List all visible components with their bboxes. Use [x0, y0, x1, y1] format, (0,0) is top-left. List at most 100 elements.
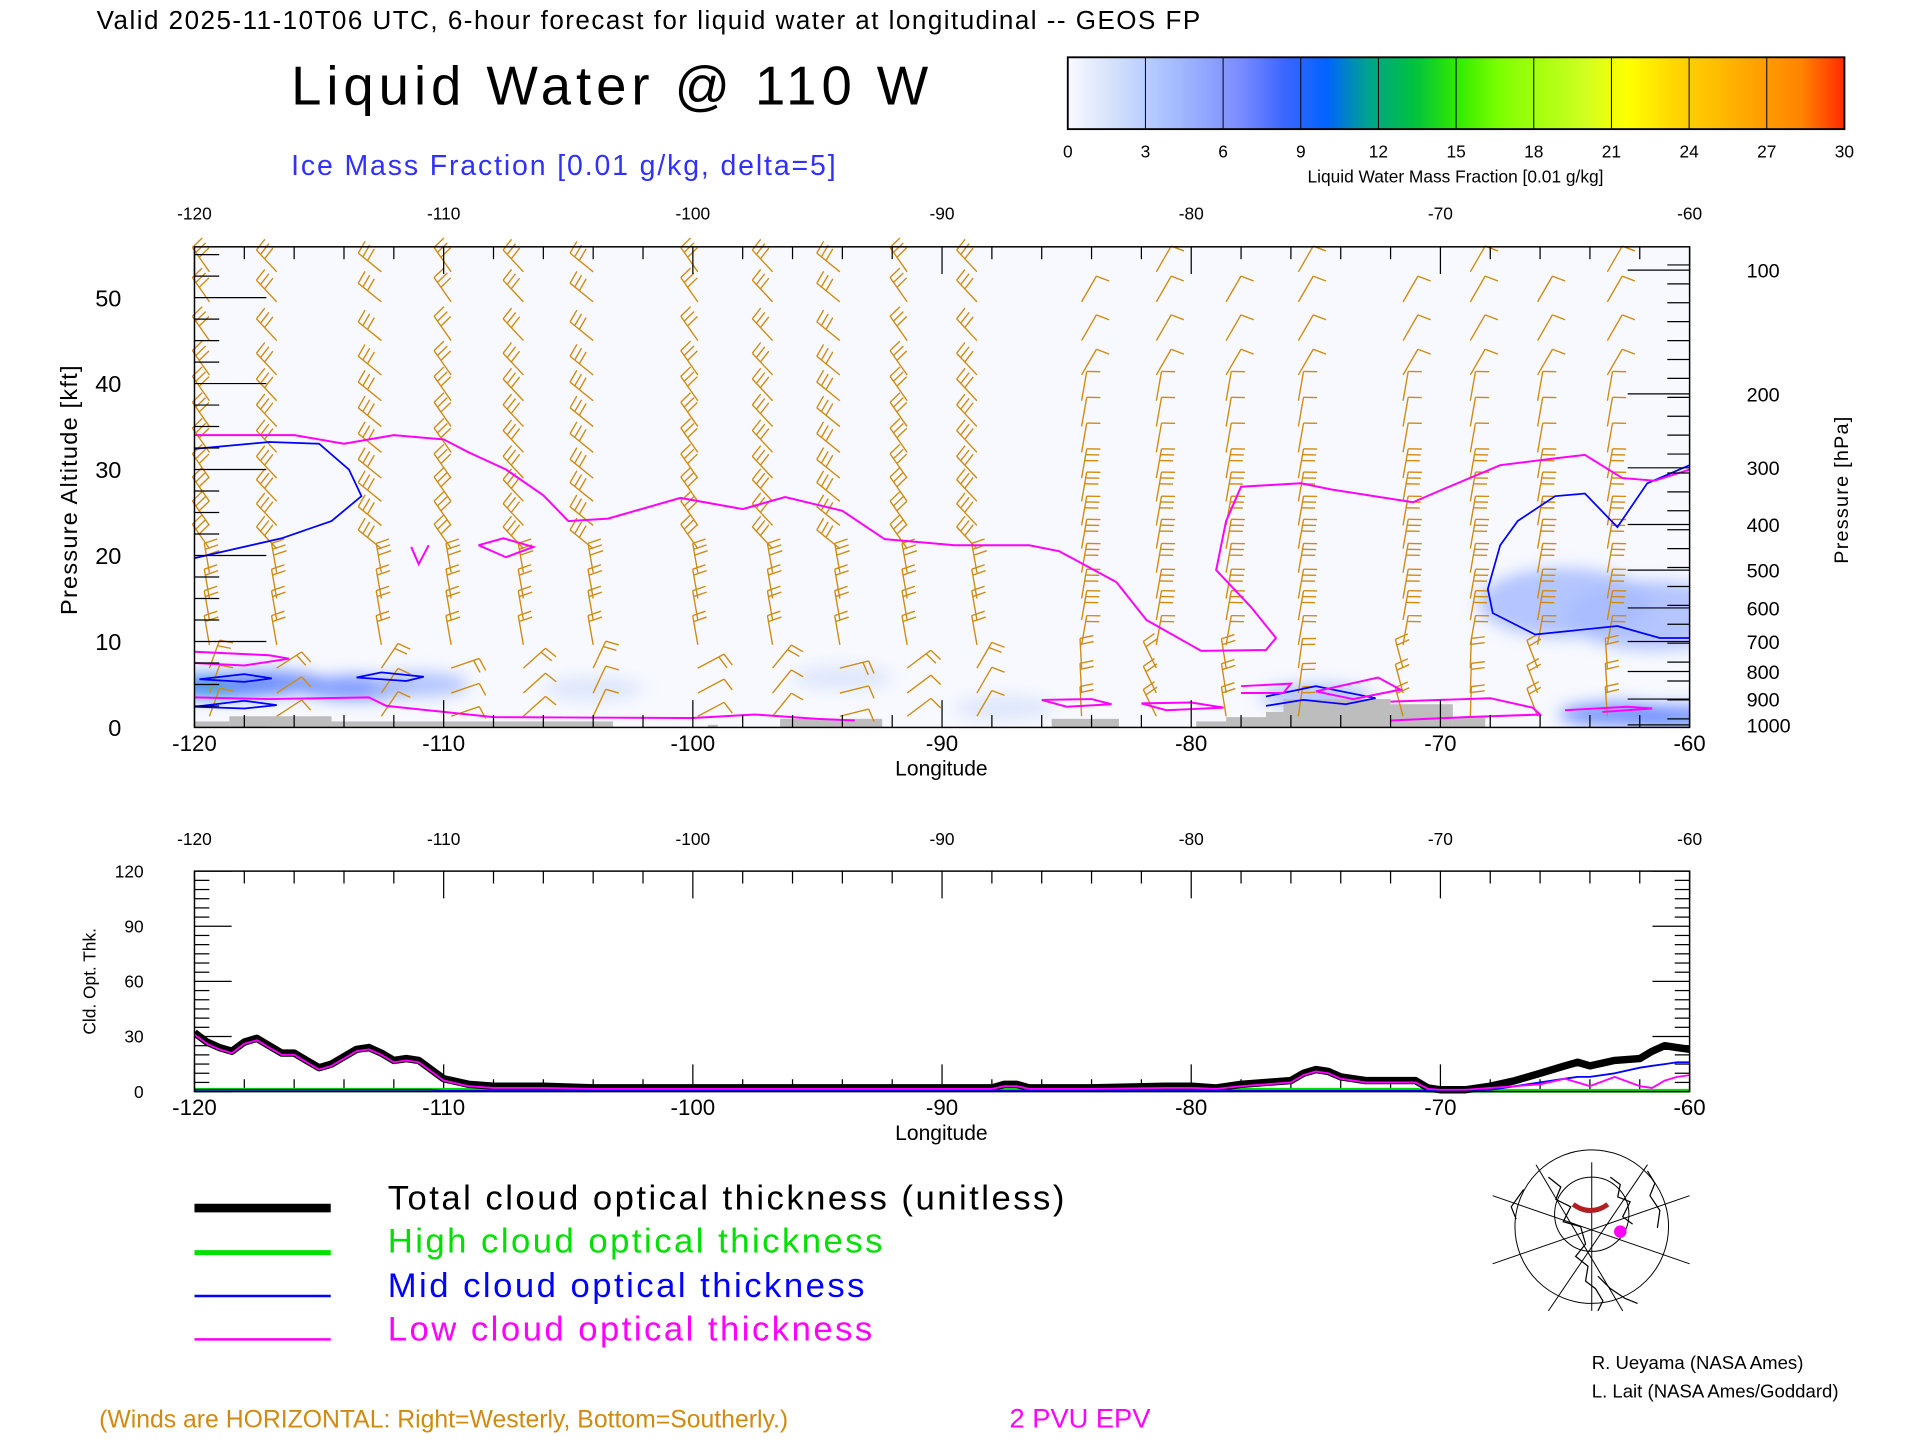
- wind-barb-feather: [569, 271, 578, 284]
- wind-barb: [357, 494, 382, 526]
- wind-barb: [1606, 590, 1627, 621]
- wind-barb: [1536, 370, 1557, 401]
- wind-barb: [1469, 495, 1490, 526]
- wind-barb: [592, 665, 620, 694]
- wind-barb-staff: [1297, 371, 1305, 401]
- wind-barb-feather: [868, 685, 875, 699]
- wind-barb-feather: [683, 371, 695, 382]
- wind-barb-feather: [964, 316, 974, 328]
- wind-barb-staff: [1469, 371, 1477, 401]
- wind-barb-staff: [751, 378, 774, 402]
- wind-barb-staff: [433, 523, 452, 550]
- wind-barb-feather: [271, 610, 285, 617]
- wind-barb-feather: [587, 585, 602, 592]
- wind-barb-feather: [896, 427, 908, 439]
- wind-barb-feather: [1605, 682, 1619, 688]
- wind-barb: [1297, 314, 1327, 341]
- wind-barb-feather: [1552, 348, 1566, 355]
- wind-barb-staff: [587, 590, 594, 621]
- wind-barb: [1469, 370, 1490, 401]
- wind-barb-feather: [971, 538, 985, 545]
- wind-barb-staff: [1536, 448, 1544, 479]
- wind-barb-staff: [380, 643, 399, 669]
- wind-barb-feather: [574, 399, 583, 412]
- wind-barb: [517, 564, 533, 599]
- wind-barb-feather: [759, 247, 770, 260]
- wind-barb-feather: [446, 544, 461, 550]
- wind-barb-feather: [755, 397, 766, 410]
- wind-barb: [1225, 542, 1245, 573]
- wind-barb-feather: [896, 500, 908, 512]
- wind-barb: [816, 517, 841, 550]
- wind-barb-feather: [506, 273, 517, 285]
- wind-barb-staff: [816, 381, 841, 402]
- wind-barb-feather: [930, 674, 942, 686]
- wind-barb-feather: [574, 373, 583, 387]
- wind-barb-feather: [835, 569, 849, 576]
- x-top-tick-label: -70: [1428, 204, 1453, 224]
- wind-barb: [203, 585, 219, 621]
- wind-barb: [1606, 422, 1627, 453]
- wind-barb-feather: [835, 591, 849, 598]
- x-tick-label: -90: [926, 1095, 958, 1120]
- wind-barb-feather: [816, 395, 825, 409]
- wind-barb-staff: [889, 401, 908, 427]
- wind-barb-staff: [971, 569, 978, 599]
- wind-barb-feather: [868, 708, 875, 722]
- wind-barb-feather: [1471, 660, 1485, 665]
- wind-barb-feather: [889, 306, 901, 317]
- wind-barb-feather: [956, 393, 966, 406]
- colorbar-tick-label: 27: [1757, 142, 1776, 162]
- wind-barb: [1080, 348, 1110, 376]
- wind-barb-feather: [825, 477, 834, 491]
- wind-barb-feather: [991, 666, 1005, 673]
- wind-barb-staff: [1155, 314, 1172, 341]
- wind-barb-feather: [687, 524, 698, 535]
- wind-barb: [834, 564, 849, 599]
- wind-barb-staff: [680, 277, 699, 303]
- wind-barb: [276, 676, 312, 694]
- wind-barb-feather: [960, 449, 970, 462]
- wind-barb-feather: [1471, 690, 1485, 694]
- wind-barb-feather: [692, 610, 706, 617]
- wind-barb-staff: [502, 455, 524, 479]
- wind-barb: [1155, 614, 1176, 646]
- wind-barb-feather: [578, 477, 587, 491]
- wind-barb-staff: [1402, 275, 1419, 303]
- wind-barb-feather: [569, 470, 578, 483]
- wind-barb-staff: [1297, 275, 1314, 303]
- wind-barb: [380, 642, 411, 669]
- wind-barb: [357, 517, 382, 550]
- wind-barb-feather: [366, 454, 375, 468]
- wind-barb-feather: [271, 585, 285, 592]
- wind-barb-staff: [1536, 371, 1544, 401]
- wind-barb-feather: [440, 476, 452, 488]
- wind-barb: [357, 470, 382, 502]
- wind-barb-feather: [1240, 348, 1254, 355]
- wind-barb: [1469, 422, 1490, 453]
- wind-barb-staff: [1225, 422, 1232, 453]
- wind-barb: [956, 419, 978, 453]
- wind-barb-staff: [1297, 615, 1305, 646]
- wind-barb-staff: [1297, 569, 1305, 599]
- wind-barb-feather: [446, 569, 461, 576]
- wind-barb-feather: [889, 443, 901, 455]
- wind-barb-staff: [680, 315, 699, 341]
- wind-barb-feather: [820, 373, 829, 387]
- wind-barb-feather: [971, 585, 985, 592]
- wind-barb-feather: [1396, 638, 1410, 646]
- wind-barb-staff: [1402, 519, 1409, 549]
- wind-barb-staff: [592, 665, 607, 694]
- wind-barb-feather: [769, 550, 783, 556]
- wind-barb-staff: [357, 506, 382, 526]
- wind-barb-staff: [1155, 471, 1163, 502]
- wind-barb-feather: [255, 419, 266, 432]
- wind-barb-feather: [437, 519, 448, 530]
- wind-barb: [1402, 275, 1431, 303]
- wind-barb-feather: [960, 423, 970, 436]
- wind-barb-feather: [1621, 275, 1636, 282]
- wind-barb-staff: [1606, 496, 1614, 526]
- x-tick-label: -60: [1673, 731, 1705, 756]
- wind-barb: [433, 392, 452, 427]
- wind-barb-feather: [768, 569, 782, 576]
